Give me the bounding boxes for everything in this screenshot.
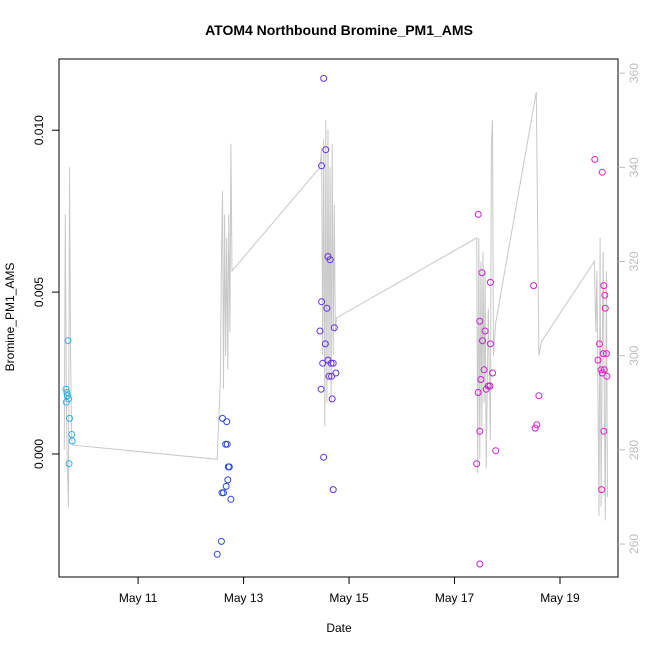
data-point <box>600 427 608 435</box>
y2-tick-label: 340 <box>627 157 641 177</box>
data-point <box>476 560 484 568</box>
x-tick-label: May 17 <box>435 591 475 605</box>
data-point <box>480 366 488 374</box>
points-layer <box>62 74 611 568</box>
data-point <box>598 168 606 176</box>
data-point <box>481 327 489 335</box>
data-point <box>599 350 607 358</box>
data-point <box>598 486 606 494</box>
line-series-layer <box>63 91 608 521</box>
data-point <box>323 304 331 312</box>
plot-frame <box>58 58 619 578</box>
data-point <box>328 372 336 380</box>
data-point <box>591 155 599 163</box>
data-point <box>217 537 225 545</box>
data-point <box>533 421 541 429</box>
y-axis-label: Bromine_PM1_AMS <box>3 263 17 372</box>
y2-series-line <box>63 91 608 521</box>
y2-tick-label: 260 <box>627 534 641 554</box>
data-point <box>222 482 230 490</box>
data-point <box>486 340 494 348</box>
data-point <box>68 431 76 438</box>
data-point <box>492 447 500 455</box>
data-point <box>598 369 606 377</box>
data-point <box>601 291 609 299</box>
data-point <box>486 382 494 390</box>
x-axis-label: Date <box>326 621 352 635</box>
data-point <box>476 427 484 435</box>
data-point <box>597 366 605 374</box>
y-tick-label: 0.000 <box>32 439 46 469</box>
data-point <box>594 356 602 364</box>
data-point <box>319 359 327 367</box>
data-point <box>321 340 329 348</box>
x-tick-label: May 15 <box>329 591 369 605</box>
data-point <box>602 350 610 358</box>
data-point <box>603 372 611 380</box>
data-point <box>213 550 221 558</box>
data-point <box>219 414 226 422</box>
data-point <box>62 385 70 393</box>
data-point <box>600 282 608 290</box>
data-point <box>489 369 496 377</box>
data-point <box>328 395 336 403</box>
x-tick-label: May 19 <box>540 591 580 605</box>
y-tick-label: 0.010 <box>32 115 46 145</box>
data-point <box>317 385 325 393</box>
data-point <box>66 414 73 422</box>
data-point <box>477 376 485 383</box>
data-point <box>329 359 337 367</box>
data-point <box>478 269 486 277</box>
data-point <box>476 317 484 325</box>
data-point <box>530 282 538 290</box>
data-point <box>64 337 72 345</box>
y2-axis: 260 280 300 320 340 360 <box>618 63 641 554</box>
data-point <box>531 424 539 432</box>
data-point <box>474 210 482 218</box>
data-point <box>479 337 486 345</box>
data-point <box>318 162 326 170</box>
data-point <box>330 324 338 332</box>
data-point <box>326 256 334 264</box>
data-point <box>63 392 71 400</box>
data-point <box>320 453 328 461</box>
data-point <box>329 486 337 494</box>
data-point <box>325 372 333 380</box>
data-point <box>223 418 231 426</box>
data-point <box>320 74 328 82</box>
y2-tick-label: 360 <box>627 63 641 83</box>
data-point <box>601 304 609 312</box>
data-point <box>316 327 324 335</box>
data-point <box>322 146 330 154</box>
data-point <box>68 437 76 445</box>
data-point <box>218 489 226 497</box>
y-axis: 0.000 0.005 0.010 <box>32 115 59 469</box>
data-point <box>65 460 73 468</box>
chart-title: ATOM4 Northbound Bromine_PM1_AMS <box>205 22 473 38</box>
data-point <box>63 389 71 396</box>
data-point <box>223 440 231 448</box>
data-point <box>535 392 543 400</box>
x-tick-label: May 13 <box>224 591 264 605</box>
y2-tick-label: 300 <box>627 345 641 365</box>
data-point <box>327 359 335 367</box>
data-point <box>474 389 482 396</box>
y2-tick-label: 320 <box>627 251 641 271</box>
data-point <box>332 369 340 377</box>
x-axis: May 11 May 13 May 15 May 17 May 19 <box>119 577 580 605</box>
data-point <box>596 340 603 348</box>
data-point <box>225 463 233 471</box>
data-point <box>486 278 494 286</box>
data-point <box>227 495 235 503</box>
y2-tick-label: 280 <box>627 440 641 460</box>
data-point <box>473 460 481 468</box>
data-point <box>318 298 326 306</box>
y-tick-label: 0.005 <box>32 277 46 307</box>
x-tick-label: May 11 <box>119 591 158 605</box>
data-point <box>65 395 72 403</box>
data-point <box>224 476 232 484</box>
